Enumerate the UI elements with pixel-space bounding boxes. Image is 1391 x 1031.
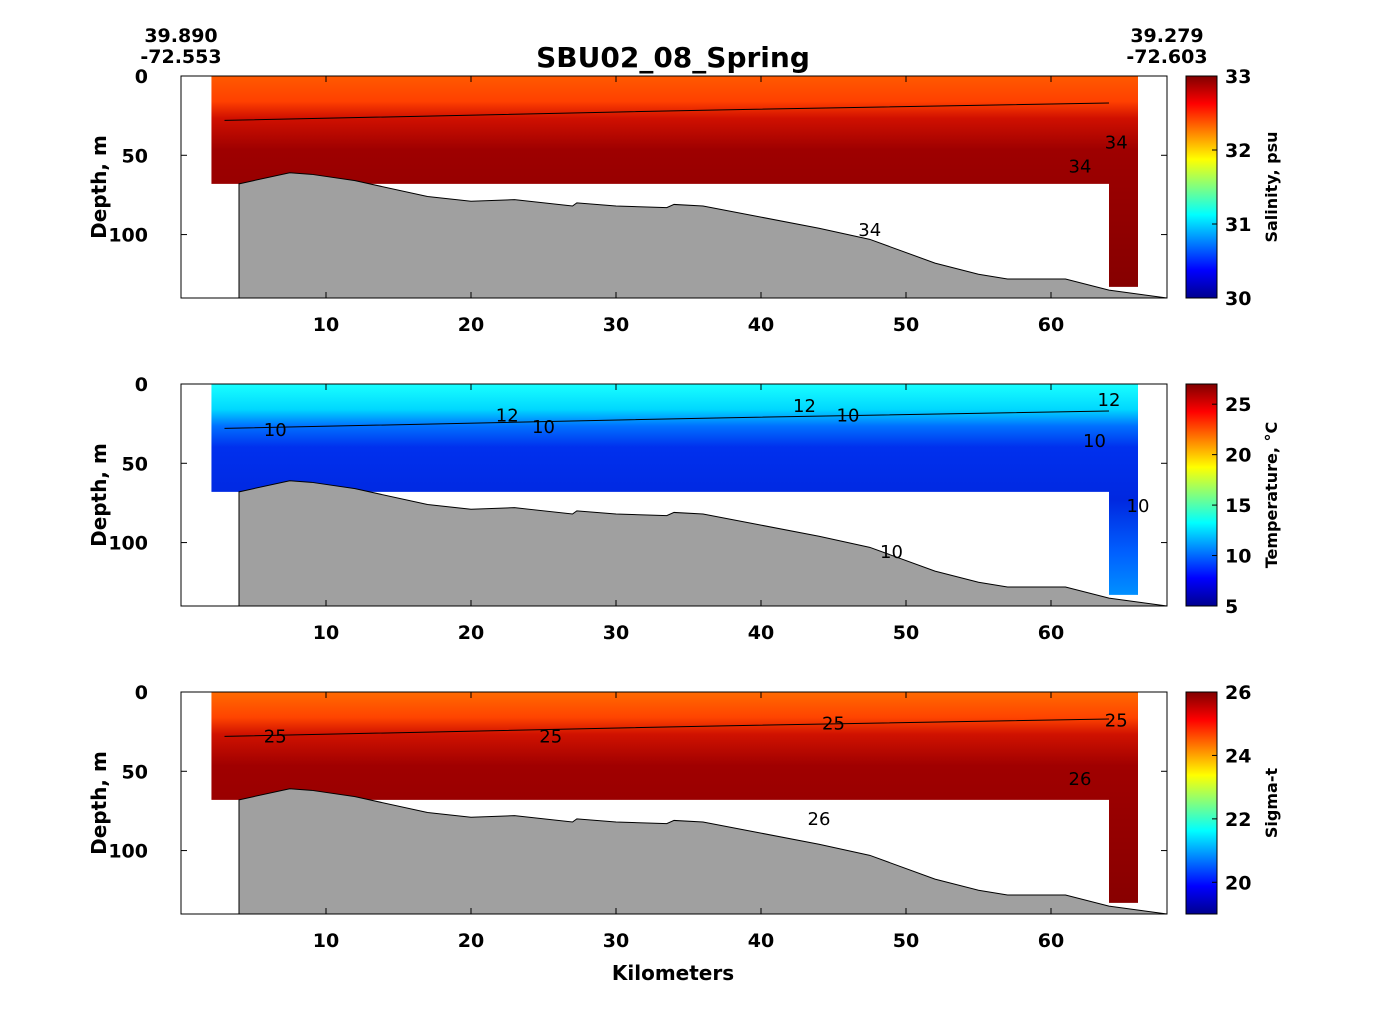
x-axis-label: Kilometers — [612, 961, 734, 985]
sigma-t-y-tick-label: 50 — [122, 761, 148, 783]
sigma-t-contour-label: 25 — [1105, 711, 1128, 732]
temperature-contour-label: 10 — [880, 542, 903, 563]
temperature-contour-label: 10 — [1083, 431, 1106, 452]
sigma-t-contour-label: 25 — [264, 726, 287, 747]
temperature-contour-label: 10 — [532, 417, 555, 438]
sigma-t-colorbar-tick-label: 22 — [1225, 809, 1251, 831]
temperature-bathymetry — [238, 480, 1168, 607]
sigma-t-colorbar-tick-label: 20 — [1225, 872, 1251, 894]
temperature-contour-label: 10 — [1127, 496, 1150, 517]
temperature-axes-frame — [180, 383, 1168, 607]
temperature-colorbar-tick-label: 20 — [1225, 445, 1251, 467]
salinity-colorbar-tick-label: 30 — [1225, 288, 1251, 310]
salinity-x-tick-label: 60 — [1038, 314, 1064, 336]
salinity-x-tick-label: 20 — [458, 314, 484, 336]
chart-title: SBU02_08_Spring — [536, 41, 810, 74]
temperature-x-tick-label: 10 — [313, 622, 339, 644]
sigma-t-x-tick-label: 10 — [313, 930, 339, 952]
salinity-field — [211, 76, 1138, 287]
salinity-x-tick-label: 40 — [748, 314, 774, 336]
salinity-y-tick-label: 0 — [135, 66, 148, 88]
temperature-y-tick-label: 50 — [122, 453, 148, 475]
temperature-contour-line — [224, 410, 1110, 429]
sigma-t-field — [211, 692, 1138, 903]
salinity-y-tick-label: 50 — [122, 145, 148, 167]
sigma-t-bathymetry — [238, 788, 1168, 915]
sigma-t-contour-label: 25 — [822, 714, 845, 735]
sigma-t-y-axis-label: Depth, m — [87, 751, 111, 855]
end-longitude: -72.603 — [1126, 46, 1207, 68]
temperature-contour-label: 12 — [496, 406, 519, 427]
temperature-x-tick-label: 30 — [603, 622, 629, 644]
salinity-colorbar-tick-label: 32 — [1225, 140, 1251, 162]
salinity-colorbar — [1185, 75, 1218, 299]
salinity-contour-label: 34 — [1105, 133, 1128, 154]
temperature-colorbar-tick-label: 25 — [1225, 394, 1251, 416]
sigma-t-colorbar — [1185, 691, 1218, 915]
sigma-t-y-tick-label: 0 — [135, 682, 148, 704]
temperature-colorbar-tick-label: 15 — [1225, 495, 1251, 517]
salinity-colorbar-tick-label: 31 — [1225, 214, 1251, 236]
temperature-colorbar-tick-label: 10 — [1225, 546, 1251, 568]
salinity-y-axis-label: Depth, m — [87, 135, 111, 239]
end-latitude: 39.279 — [1130, 25, 1203, 47]
sigma-t-colorbar-tick-label: 24 — [1225, 745, 1251, 767]
temperature-contour-label: 10 — [264, 420, 287, 441]
salinity-contour-line — [224, 102, 1110, 121]
sigma-t-contour-label: 26 — [1069, 769, 1092, 790]
temperature-x-tick-label: 20 — [458, 622, 484, 644]
salinity-contour-label: 34 — [1069, 156, 1092, 177]
temperature-colorbar — [1185, 383, 1218, 607]
sigma-t-colorbar-label: Sigma-t — [1262, 768, 1281, 839]
sigma-t-x-tick-label: 60 — [1038, 930, 1064, 952]
salinity-bathymetry — [238, 172, 1168, 299]
sigma-t-x-tick-label: 30 — [603, 930, 629, 952]
sigma-t-x-tick-label: 50 — [893, 930, 919, 952]
temperature-x-tick-label: 50 — [893, 622, 919, 644]
salinity-x-tick-label: 30 — [603, 314, 629, 336]
sigma-t-contour-line — [224, 718, 1110, 737]
temperature-y-tick-label: 100 — [108, 533, 148, 555]
sigma-t-colorbar-tick-label: 26 — [1225, 682, 1251, 704]
temperature-colorbar-label: Temperature, °C — [1262, 422, 1281, 568]
temperature-colorbar-tick-label: 5 — [1225, 596, 1238, 618]
salinity-colorbar-tick-label: 33 — [1225, 66, 1251, 88]
start-longitude: -72.553 — [140, 46, 221, 68]
temperature-x-tick-label: 40 — [748, 622, 774, 644]
salinity-axes-frame — [180, 75, 1168, 299]
salinity-colorbar-label: Salinity, psu — [1262, 131, 1281, 242]
salinity-contour-label: 34 — [858, 220, 881, 241]
temperature-panel: 10 12 10 12 10 12 10 10 10 10 20 30 40 50 60 0 50 100Dept… — [87, 374, 1281, 644]
sigma-t-x-tick-label: 40 — [748, 930, 774, 952]
temperature-x-tick-label: 60 — [1038, 622, 1064, 644]
sigma-t-y-tick-label: 100 — [108, 841, 148, 863]
temperature-contour-label: 10 — [837, 406, 860, 427]
temperature-contour-label: 12 — [1098, 390, 1121, 411]
salinity-x-tick-label: 50 — [893, 314, 919, 336]
temperature-contour-label: 12 — [793, 396, 816, 417]
start-latitude: 39.890 — [144, 25, 217, 47]
salinity-x-tick-label: 10 — [313, 314, 339, 336]
temperature-field — [211, 384, 1138, 595]
salinity-y-tick-label: 100 — [108, 225, 148, 247]
temperature-y-tick-label: 0 — [135, 374, 148, 396]
sigma-t-contour-label: 25 — [539, 726, 562, 747]
sigma-t-axes-frame — [180, 691, 1168, 915]
temperature-y-axis-label: Depth, m — [87, 443, 111, 547]
sigma-t-contour-label: 26 — [808, 809, 831, 830]
sigma-t-x-tick-label: 20 — [458, 930, 484, 952]
